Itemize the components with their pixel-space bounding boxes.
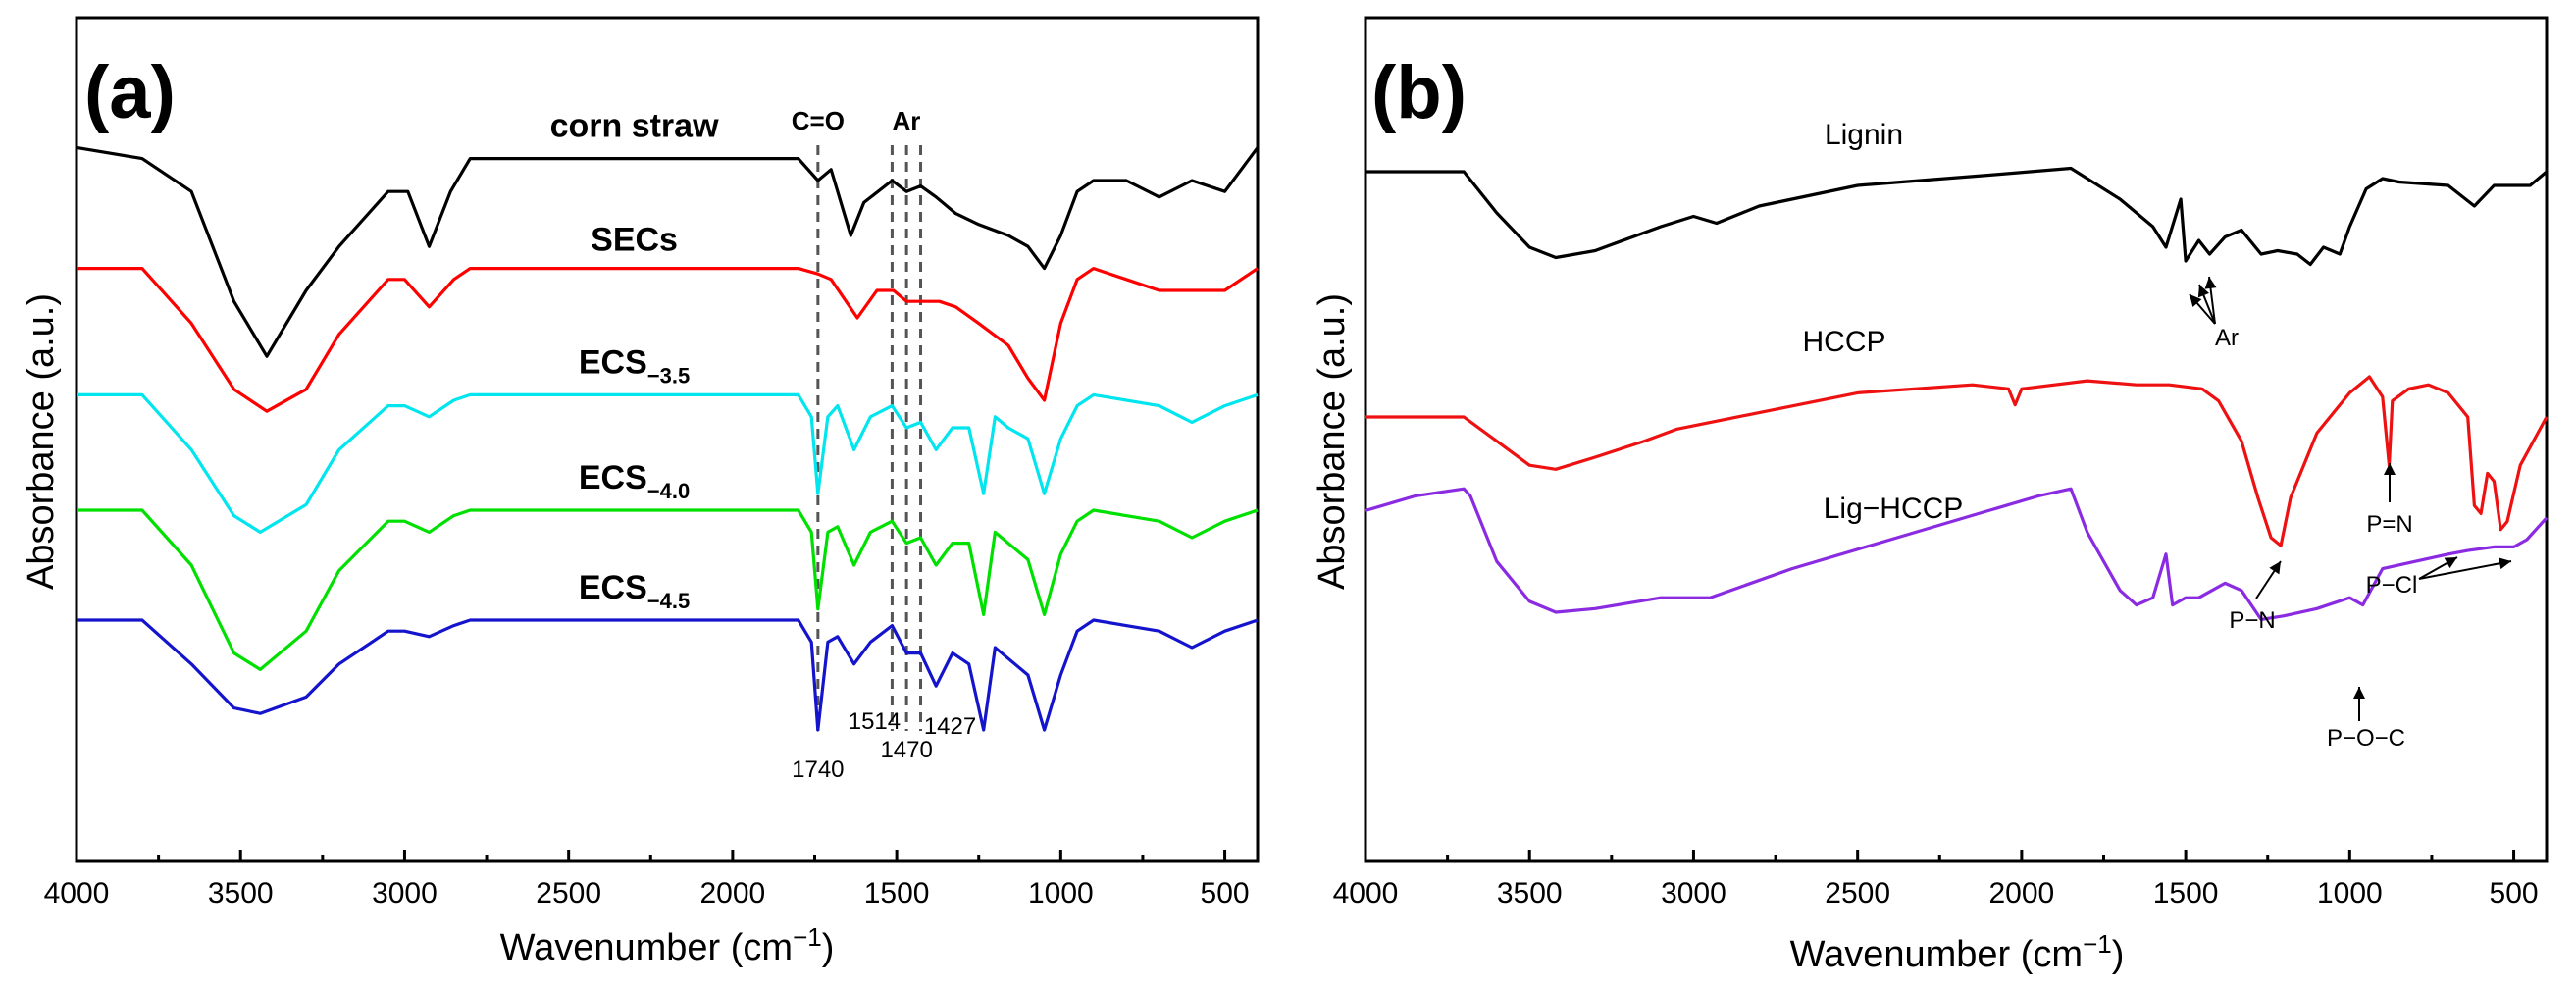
panel-b-series-lig-hccp [1365,487,2549,621]
panel-b-series-label-hccp: HCCP [1802,326,1885,358]
panel-a-markers [816,145,923,731]
panel-a-x-tick-label: 2500 [536,877,601,910]
panel-a-label: (a) [84,51,176,134]
panel-a-x-tick-label: 3000 [372,877,438,910]
panel-b-x-tick-label: 500 [2490,877,2539,910]
panel-b-annotation-arrowhead [2384,463,2396,475]
panel-b-series [1365,166,2549,621]
panel-a-series-label-secs: SECs [591,222,678,259]
panel-b-series-label-lig-hccp: Lig−HCCP [1824,493,1964,525]
panel-a-series-ecs-3-5 [77,392,1259,534]
panel-a-peak-label-1514: 1514 [849,708,901,735]
panel-a-x-tick-label: 500 [1201,877,1250,910]
panel-b-annotation-p-n: P−N [2229,607,2275,634]
panel-a-series-ecs-4-0 [77,508,1259,671]
panel-a-series-secs [77,267,1259,413]
panel-b-annotation-p-n: P=N [2366,511,2412,538]
panel-a-series-label-ecs-4-0: ECS−4.0 [579,459,690,503]
panel-a-x-tick-label: 3500 [208,877,274,910]
panel-a-series [76,145,1260,732]
panel-a-series-labels: corn straw SECs ECS−3.5 ECS−4.0 ECS−4.5 [550,108,719,613]
panel-b-annotation-p-o-c: P−O−C [2327,725,2405,752]
panel-b: (b) 4000 3500 3000 2500 2000 1500 1000 500 Lign… [1312,16,2549,975]
panel-b-annotation-ar: Ar [2215,325,2239,351]
panel-b-label: (b) [1371,51,1467,134]
panel-b-x-tick-label: 1500 [2153,877,2219,910]
panel-a-x-tick-label: 2000 [700,877,766,910]
panel-a-x-tick-label: 1500 [864,877,930,910]
panel-a-series-label-ecs-3-5: ECS−3.5 [579,343,690,388]
panel-a-xlabel: Wavenumber (cm−1) [500,922,835,968]
panel-b-xlabel: Wavenumber (cm−1) [1790,929,2125,975]
panel-b-x-tick-label: 3000 [1661,877,1726,910]
panel-b-series-hccp [1365,375,2549,547]
panel-a-ylabel: Absorbance (a.u.) [21,293,62,590]
panel-b-x-tick-label: 2500 [1825,877,1890,910]
panel-b-ylabel: Absorbance (a.u.) [1312,293,1353,590]
panel-a: (a) 4000 3500 3000 2500 2000 1500 1000 500 corn… [21,16,1260,968]
panel-b-x-tick-label: 3500 [1497,877,1563,910]
panel-b-annotation-arrowhead [2269,561,2281,575]
panel-a-series-corn-straw [76,145,1260,358]
panel-b-annotation-arrowhead [2353,687,2365,699]
panel-a-peak-label-1470: 1470 [880,737,932,763]
panel-b-annotation-arrowhead [2444,557,2457,569]
panel-a-ticks: 4000 3500 3000 2500 2000 1500 1000 500 [44,850,1250,910]
panel-b-annotation-arrow [2418,560,2512,580]
panel-b-series-label-lignin: Lignin [1825,119,1903,151]
panel-b-annotation-p-cl: P−Cl [2366,572,2418,599]
panel-a-x-tick-label: 1000 [1028,877,1094,910]
panel-a-band-label-ar: Ar [893,106,921,135]
panel-b-annotation-arrowhead [2197,285,2210,298]
panel-b-series-labels: Lignin HCCP Lig−HCCP [1802,119,1963,525]
panel-b-annotation-arrowhead [2499,557,2511,570]
panel-b-annotation-arrowhead [2190,294,2202,307]
panel-b-annotations: Ar P−N P=N P−Cl P−O−C [2189,276,2512,752]
panel-a-series-ecs-4-5 [77,618,1259,732]
panel-a-peak-label-1740: 1740 [792,756,844,783]
panel-b-x-tick-label: 4000 [1333,877,1399,910]
panel-b-x-tick-label: 1000 [2317,877,2383,910]
panel-b-annotation-arrowhead [2204,277,2217,289]
panel-a-series-label-corn-straw: corn straw [550,108,719,145]
panel-a-band-label-c-o: C=O [792,106,845,135]
panel-a-peak-label-1427: 1427 [924,713,976,740]
panel-b-ticks: 4000 3500 3000 2500 2000 1500 1000 500 [1333,850,2539,910]
panel-a-series-label-ecs-4-5: ECS−4.5 [579,569,690,613]
panel-a-x-tick-label: 4000 [44,877,110,910]
panel-b-frame [1364,16,2549,863]
panel-a-frame [75,16,1260,863]
panel-b-x-tick-label: 2000 [1989,877,2055,910]
panel-b-series-lignin [1365,166,2549,267]
